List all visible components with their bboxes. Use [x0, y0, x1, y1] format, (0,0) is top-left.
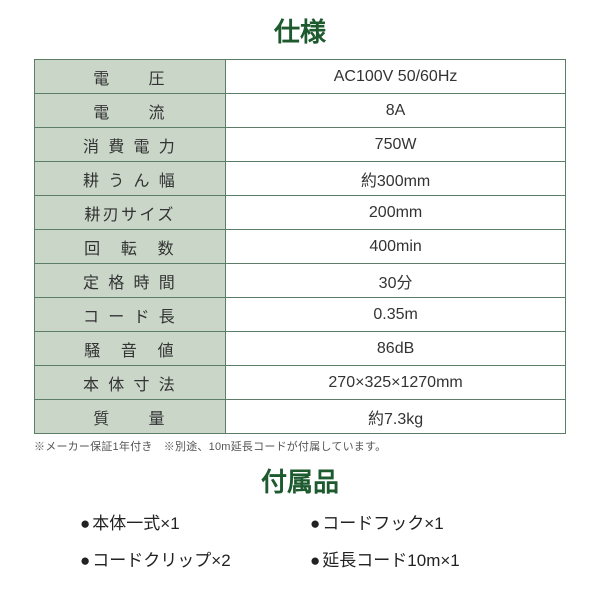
- accessory-item: ●コードクリップ×2: [80, 546, 290, 571]
- spec-label: 消 費 電 力: [35, 128, 226, 162]
- spec-label: 耕 う ん 幅: [35, 162, 226, 196]
- spec-value: 200mm: [226, 196, 566, 230]
- table-row: 電 流8A: [35, 94, 566, 128]
- spec-value: AC100V 50/60Hz: [226, 60, 566, 94]
- spec-value: 約7.3kg: [226, 400, 566, 434]
- spec-label: 耕刃サイズ: [35, 196, 226, 230]
- spec-value: 0.35m: [226, 298, 566, 332]
- table-row: 耕 う ん 幅約300mm: [35, 162, 566, 196]
- table-row: 消 費 電 力750W: [35, 128, 566, 162]
- spec-heading: 仕様: [34, 12, 566, 49]
- table-row: 定 格 時 間30分: [35, 264, 566, 298]
- accessory-label: コードクリップ×2: [92, 551, 230, 570]
- spec-label: 電 圧: [35, 60, 226, 94]
- accessories-heading: 付属品: [34, 462, 566, 499]
- accessory-label: コードフック×1: [322, 514, 443, 533]
- footnote-text: ※メーカー保証1年付き ※別途、10m延長コードが付属しています。: [34, 438, 566, 454]
- spec-label: 騒 音 値: [35, 332, 226, 366]
- table-row: コ ー ド 長0.35m: [35, 298, 566, 332]
- spec-value: 400min: [226, 230, 566, 264]
- spec-label: 本 体 寸 法: [35, 366, 226, 400]
- table-row: 電 圧AC100V 50/60Hz: [35, 60, 566, 94]
- bullet-icon: ●: [80, 551, 90, 571]
- spec-value: 約300mm: [226, 162, 566, 196]
- table-row: 耕刃サイズ200mm: [35, 196, 566, 230]
- spec-label: 回 転 数: [35, 230, 226, 264]
- accessory-item: ●本体一式×1: [80, 509, 290, 534]
- table-row: 回 転 数400min: [35, 230, 566, 264]
- spec-label: 質 量: [35, 400, 226, 434]
- accessory-item: ●延長コード10m×1: [310, 546, 520, 571]
- accessory-label: 延長コード10m×1: [322, 551, 459, 570]
- spec-label: 定 格 時 間: [35, 264, 226, 298]
- spec-value: 86dB: [226, 332, 566, 366]
- bullet-icon: ●: [310, 514, 320, 534]
- spec-value: 750W: [226, 128, 566, 162]
- bullet-icon: ●: [80, 514, 90, 534]
- table-row: 騒 音 値86dB: [35, 332, 566, 366]
- bullet-icon: ●: [310, 551, 320, 571]
- spec-value: 8A: [226, 94, 566, 128]
- spec-value: 270×325×1270mm: [226, 366, 566, 400]
- accessories-list: ●本体一式×1 ●コードフック×1 ●コードクリップ×2 ●延長コード10m×1: [34, 509, 566, 571]
- spec-table: 電 圧AC100V 50/60Hz 電 流8A 消 費 電 力750W 耕 う …: [34, 59, 566, 434]
- accessory-label: 本体一式×1: [92, 514, 179, 533]
- spec-label: 電 流: [35, 94, 226, 128]
- accessory-item: ●コードフック×1: [310, 509, 520, 534]
- spec-value: 30分: [226, 264, 566, 298]
- table-row: 本 体 寸 法270×325×1270mm: [35, 366, 566, 400]
- spec-label: コ ー ド 長: [35, 298, 226, 332]
- table-row: 質 量約7.3kg: [35, 400, 566, 434]
